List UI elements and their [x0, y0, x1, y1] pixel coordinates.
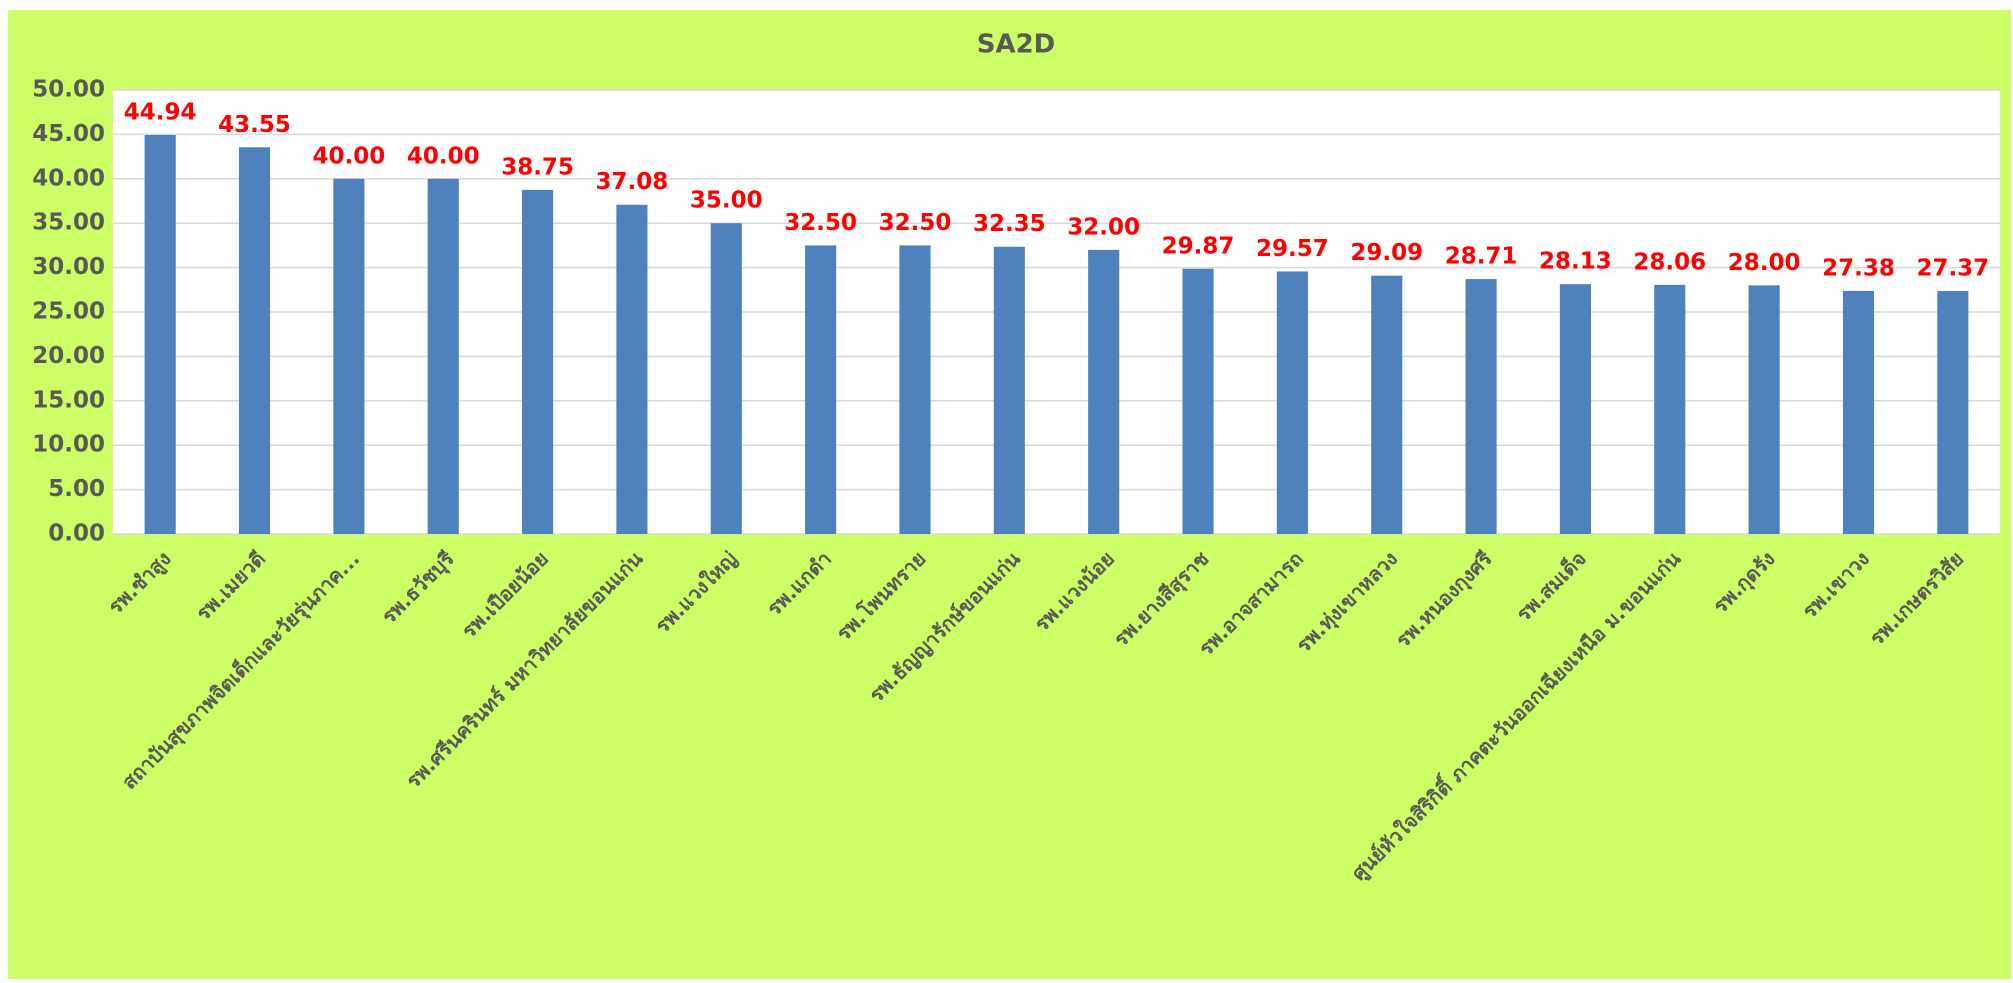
bar — [1276, 271, 1308, 534]
bar — [1559, 284, 1591, 534]
y-tick-label: 45.00 — [32, 121, 105, 147]
y-tick-label: 0.00 — [48, 521, 105, 547]
value-label: 28.06 — [1633, 249, 1706, 275]
value-label: 32.50 — [879, 210, 952, 236]
chart-title: SA2D — [977, 30, 1056, 60]
bar — [1465, 279, 1497, 534]
value-label: 28.13 — [1539, 249, 1612, 275]
value-label: 43.55 — [218, 112, 291, 138]
value-label: 28.71 — [1445, 244, 1518, 270]
y-tick-label: 25.00 — [32, 299, 105, 325]
value-label: 27.38 — [1822, 255, 1895, 281]
y-tick-label: 15.00 — [32, 387, 105, 413]
bar — [1182, 268, 1214, 534]
bar — [805, 245, 837, 534]
value-label: 29.09 — [1350, 240, 1423, 266]
value-label: 38.75 — [501, 154, 574, 180]
bar — [1088, 249, 1120, 534]
y-tick-label: 40.00 — [32, 165, 105, 191]
value-label: 29.87 — [1162, 233, 1235, 259]
y-tick-label: 10.00 — [32, 432, 105, 458]
bar — [1654, 284, 1686, 534]
value-label: 40.00 — [312, 143, 385, 169]
value-label: 32.50 — [784, 210, 857, 236]
bar — [333, 178, 365, 535]
value-label: 44.94 — [124, 99, 197, 125]
bar — [616, 204, 648, 534]
value-label: 35.00 — [690, 188, 763, 214]
y-tick-label: 35.00 — [32, 210, 105, 236]
bar — [1748, 285, 1780, 534]
y-tick-label: 20.00 — [32, 343, 105, 369]
bar — [238, 147, 271, 534]
bar — [899, 245, 931, 534]
bar — [1937, 290, 1969, 534]
value-label: 32.35 — [973, 211, 1046, 237]
value-label: 27.37 — [1916, 255, 1989, 281]
bar — [427, 178, 459, 535]
bar — [993, 246, 1025, 534]
bar — [522, 189, 554, 534]
bar — [1371, 275, 1403, 534]
y-tick-label: 50.00 — [32, 77, 105, 103]
value-label: 37.08 — [596, 169, 669, 195]
value-label: 40.00 — [407, 143, 480, 169]
value-label: 29.57 — [1256, 236, 1329, 262]
y-tick-label: 30.00 — [32, 254, 105, 280]
y-tick-label: 5.00 — [48, 476, 105, 502]
value-label: 28.00 — [1728, 250, 1801, 276]
bar — [144, 134, 176, 534]
value-label: 32.00 — [1067, 214, 1140, 240]
bar — [710, 223, 742, 534]
bar — [1842, 290, 1875, 534]
